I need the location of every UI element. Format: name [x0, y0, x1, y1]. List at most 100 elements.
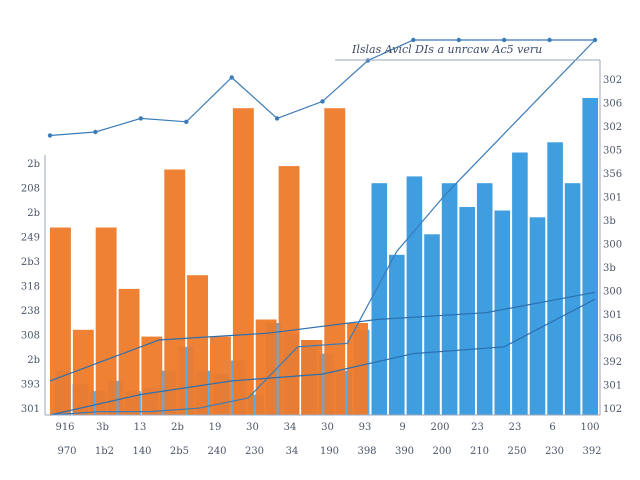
blue-bar: [371, 183, 388, 415]
tick-label: 392: [603, 357, 622, 368]
blue-bar: [494, 210, 511, 415]
line-point: [274, 116, 280, 121]
tick-label: 100: [580, 422, 599, 433]
tick-label: 392: [582, 446, 601, 457]
line-layer: [47, 37, 598, 416]
tick-label: 393: [21, 380, 40, 391]
orange-bar: [95, 227, 117, 415]
tick-label: 249: [21, 233, 40, 244]
blue-bar: [512, 152, 528, 415]
tick-label: 318: [21, 282, 40, 293]
tick-label: 30: [246, 422, 259, 433]
tick-label: 23: [509, 422, 522, 433]
tick-label: 3b: [603, 263, 616, 274]
tick-label: 301: [603, 193, 622, 204]
line-point: [547, 37, 552, 43]
chart-title: Ilslas Avicl DIs a unrcaw Ac5 veru: [351, 43, 542, 56]
tick-label: 2b: [27, 208, 40, 219]
tick-label: 302: [603, 75, 622, 86]
orange-bar: [72, 329, 94, 415]
tick-label: 1b2: [95, 446, 114, 457]
tick-label: 398: [357, 446, 376, 457]
orange-bar: [187, 275, 208, 415]
orange-bar: [347, 323, 368, 415]
tick-label: 2b: [27, 159, 40, 170]
tick-label: 34: [286, 446, 299, 457]
tick-label: 308: [21, 331, 40, 342]
tick-label: 34: [284, 422, 297, 433]
tick-label: 306: [603, 99, 622, 110]
line-series: [49, 298, 596, 416]
tick-label: 250: [507, 446, 526, 457]
tick-label: 301: [21, 404, 40, 415]
line-point: [47, 133, 53, 138]
tick-label: 200: [430, 422, 449, 433]
tick-label: 13: [134, 422, 147, 433]
blue-bar: [476, 183, 493, 415]
y-ticks-right: 102 301 392 306 301 300 3b 300 3b 301 356 305 302 306…: [603, 75, 622, 415]
tick-label: 93: [359, 422, 372, 433]
blue-bar: [459, 207, 475, 415]
tick-label: 230: [245, 446, 264, 457]
tick-label: 916: [55, 422, 74, 433]
blue-bar: [564, 183, 581, 415]
orange-bar: [210, 336, 231, 415]
orange-bar: [301, 340, 323, 415]
line-series: [49, 39, 596, 416]
line-point: [502, 37, 507, 43]
x-ticks-top: 916 3b 13 2b 19 30 34 30 93 9 200 23 23 6 100: [55, 422, 599, 433]
tick-label: 200: [432, 446, 451, 457]
x-ticks-bottom: 970 1b2 140 2b5 240 230 34 190 398 390 200 210 250 23…: [57, 446, 601, 457]
orange-bar: [278, 166, 300, 415]
y-ticks-left: 301 393 2b 308 238 318 2b3 249 2b 208 2b: [21, 159, 40, 415]
line-point: [456, 37, 461, 43]
tick-label: 301: [603, 381, 622, 392]
line-point: [229, 75, 234, 80]
blue-bar: [441, 183, 458, 415]
line-series: [49, 291, 596, 382]
tick-label: 140: [132, 446, 151, 457]
orange-bar: [164, 169, 186, 415]
blue-bar: [389, 254, 405, 415]
blue-bar: [582, 98, 598, 415]
tick-label: 306: [603, 334, 622, 345]
tick-label: 356: [603, 169, 622, 180]
tick-label: 23: [471, 422, 484, 433]
tick-label: 238: [21, 306, 40, 317]
line-point: [320, 99, 325, 104]
orange-bar: [50, 227, 71, 415]
orange-bar: [324, 108, 346, 415]
tick-label: 305: [603, 146, 622, 157]
tick-label: 2b: [27, 355, 40, 366]
tick-label: 300: [603, 240, 622, 251]
tick-label: 2b5: [170, 446, 189, 457]
line-point: [411, 37, 416, 43]
line-point: [184, 119, 189, 125]
tick-label: 6: [549, 422, 555, 433]
tick-label: 190: [320, 446, 339, 457]
line-point: [138, 116, 143, 121]
tick-label: 3b: [603, 216, 616, 227]
tick-label: 19: [209, 422, 222, 433]
tick-label: 390: [395, 446, 414, 457]
tick-label: 301: [603, 310, 622, 321]
line-point: [93, 129, 98, 135]
tick-label: 208: [21, 184, 40, 195]
tick-label: 970: [57, 446, 76, 457]
orange-bar: [118, 288, 140, 415]
tick-label: 240: [207, 446, 226, 457]
tick-label: 210: [470, 446, 489, 457]
tick-label: 300: [603, 287, 622, 298]
orange-bar: [232, 108, 254, 415]
tick-label: 102: [603, 404, 622, 415]
tick-label: 9: [399, 422, 405, 433]
blue-bar: [424, 234, 440, 415]
tick-label: 30: [321, 422, 334, 433]
blue-bar: [529, 217, 546, 415]
orange-bar: [141, 336, 163, 415]
tick-label: 2b: [171, 422, 184, 433]
blue-bar: [406, 176, 423, 415]
orange-bar-layer: [50, 108, 368, 415]
tick-label: 2b3: [21, 257, 40, 268]
